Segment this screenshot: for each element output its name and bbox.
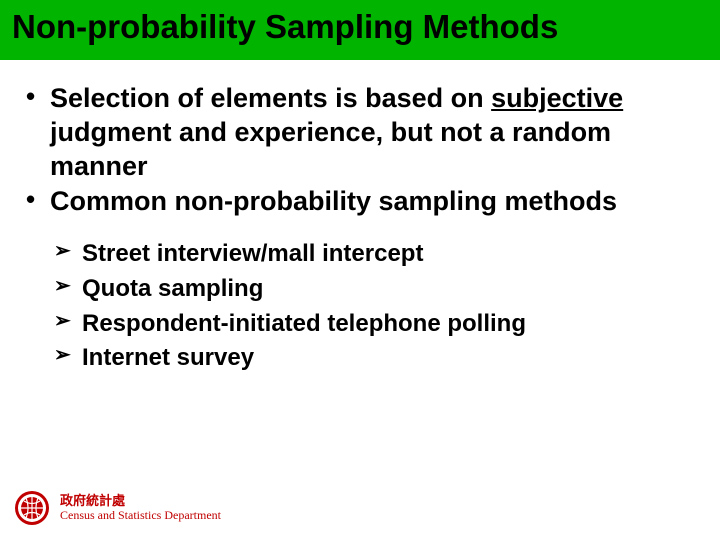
bullet-text-before: Selection of elements is based on — [50, 83, 491, 113]
sub-bullet-list: Street interview/mall intercept Quota sa… — [16, 237, 700, 376]
bullet-item: Common non-probability sampling methods — [16, 185, 700, 219]
footer-text: 政府統計處 Census and Statistics Department — [60, 494, 221, 523]
bullet-item: Selection of elements is based on subjec… — [16, 82, 700, 183]
bullet-text-after: judgment and experience, but not a rando… — [50, 117, 611, 181]
sub-bullet-item: Quota sampling — [54, 272, 700, 307]
bullet-text-before: Common non-probability sampling methods — [50, 186, 617, 216]
sub-bullet-item: Internet survey — [54, 341, 700, 376]
slide-title: Non-probability Sampling Methods — [12, 8, 558, 45]
title-bar: Non-probability Sampling Methods — [0, 0, 720, 60]
sub-bullet-item: Street interview/mall intercept — [54, 237, 700, 272]
sub-bullet-item: Respondent-initiated telephone polling — [54, 307, 700, 342]
footer: 政府統計處 Census and Statistics Department — [14, 490, 221, 526]
footer-line-zh: 政府統計處 — [60, 494, 221, 509]
bullet-text-underline: subjective — [491, 83, 623, 113]
content-area: Selection of elements is based on subjec… — [0, 60, 720, 376]
footer-line-en: Census and Statistics Department — [60, 509, 221, 523]
department-logo-icon — [14, 490, 50, 526]
bullet-list: Selection of elements is based on subjec… — [16, 82, 700, 219]
slide: Non-probability Sampling Methods Selecti… — [0, 0, 720, 540]
